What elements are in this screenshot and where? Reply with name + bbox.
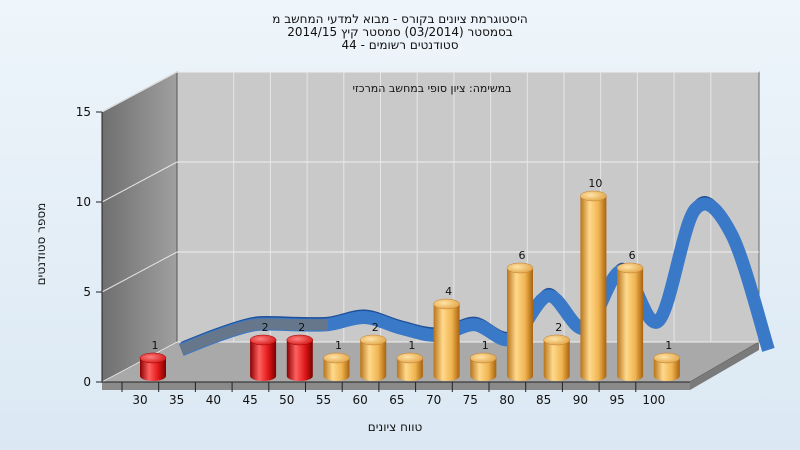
x-tick-label: 50 — [279, 393, 294, 407]
y-tick-label: 5 — [83, 285, 91, 299]
x-tick-label: 90 — [573, 393, 588, 407]
bar-body — [250, 340, 277, 382]
bar-cap — [543, 334, 570, 346]
x-tick-label: 80 — [499, 393, 514, 407]
grid-line-side — [101, 71, 178, 113]
bar-body — [286, 340, 313, 382]
grid-line-side — [101, 161, 178, 203]
bar-value-label: 1 — [152, 339, 159, 352]
chart-title-line-1: היסטוגרמת ציונים בקורס - מבוא למדעי המחש… — [272, 12, 528, 26]
x-tick-label: 85 — [536, 393, 551, 407]
x-tick-label: 45 — [242, 393, 257, 407]
bar-55: 1 — [323, 339, 350, 382]
bar-body — [543, 340, 570, 382]
chart-subtitle: במשימה: ציון סופי במחשב המרכזי — [352, 82, 511, 95]
bar-value-label: 6 — [629, 249, 636, 262]
bar-cap — [286, 334, 314, 346]
chart-title-line-3: סטודנטים רשומים - 44 — [341, 38, 459, 52]
bar-body — [433, 304, 460, 382]
bar-cap — [506, 262, 534, 274]
bar-cap — [580, 190, 607, 202]
bar-body — [507, 268, 533, 381]
bar-60: 2 — [359, 321, 387, 382]
bar-cap — [139, 352, 167, 364]
bar-75: 1 — [470, 339, 497, 382]
bar-body — [360, 340, 387, 382]
bar-value-label: 2 — [372, 321, 379, 334]
bar-value-label: 1 — [482, 339, 489, 352]
bar-cap — [433, 298, 460, 310]
x-axis-title: טווח ציונים — [368, 420, 423, 434]
bar-value-label: 4 — [445, 285, 452, 298]
bar-body — [580, 196, 607, 382]
x-tick-label: 30 — [132, 393, 147, 407]
bar-cap — [470, 352, 497, 364]
x-tick-label: 65 — [389, 393, 404, 407]
bar-cap — [359, 334, 387, 346]
distribution-curve-layer — [178, 196, 775, 356]
y-tick-label: 10 — [76, 195, 91, 209]
bar-body — [470, 358, 497, 382]
x-tick-label: 70 — [426, 393, 441, 407]
bar-body — [617, 268, 644, 382]
floor-right-edge — [690, 342, 759, 390]
bar-body — [323, 358, 350, 382]
y-tick-label: 0 — [83, 375, 91, 389]
y-tick-label: 15 — [76, 105, 91, 119]
bar-value-label: 2 — [555, 321, 562, 334]
bar-65: 1 — [396, 339, 424, 382]
bar-value-label: 2 — [262, 321, 269, 334]
bar-70: 4 — [433, 285, 460, 382]
bar-85: 2 — [543, 321, 570, 382]
x-tick-label: 95 — [609, 393, 624, 407]
bar-value-label: 1 — [665, 339, 672, 352]
bar-value-label: 1 — [408, 339, 415, 352]
y-axis-title: מספר סטודנטים — [34, 203, 48, 286]
bar-95: 6 — [616, 249, 644, 382]
x-tick-label: 55 — [316, 393, 331, 407]
bars-layer: 1 2 2 1 2 1 4 1 6 2 10 6 1 — [139, 177, 681, 382]
grid-line-side — [101, 341, 178, 383]
chart-title-line-2: בסמסטר (03/2014) סמסטר קיץ 2014/15 — [287, 25, 513, 39]
x-tick-label: 75 — [463, 393, 478, 407]
bar-cap — [653, 352, 681, 364]
bar-cap — [616, 262, 644, 274]
bar-80: 6 — [506, 249, 534, 381]
bar-value-label: 2 — [298, 321, 305, 334]
bar-value-label: 1 — [335, 339, 342, 352]
x-tick-label: 100 — [642, 393, 665, 407]
grid-line-side — [101, 251, 178, 293]
bar-body — [396, 358, 423, 382]
bar-100: 1 — [653, 339, 681, 382]
bar-45: 2 — [249, 321, 277, 382]
bar-50: 2 — [286, 321, 314, 382]
x-tick-label: 60 — [353, 393, 368, 407]
bar-cap — [323, 352, 350, 364]
bar-30: 1 — [139, 339, 167, 381]
bar-cap — [249, 334, 277, 346]
distribution-curve-start — [179, 318, 329, 356]
bar-value-label: 10 — [588, 177, 602, 190]
bar-90: 10 — [580, 177, 607, 382]
x-tick-label: 40 — [206, 393, 221, 407]
x-tick-label: 35 — [169, 393, 184, 407]
floor-front-edge — [102, 382, 690, 390]
left-wall — [101, 71, 178, 383]
bar-value-label: 6 — [519, 249, 526, 262]
bar-cap — [396, 352, 424, 364]
axes-layer: 0 5 10 15 30 35 40 45 50 55 60 65 70 75 80 85 90 95 100 — [76, 105, 690, 407]
bar-body — [653, 358, 680, 382]
bar-body — [140, 358, 166, 381]
